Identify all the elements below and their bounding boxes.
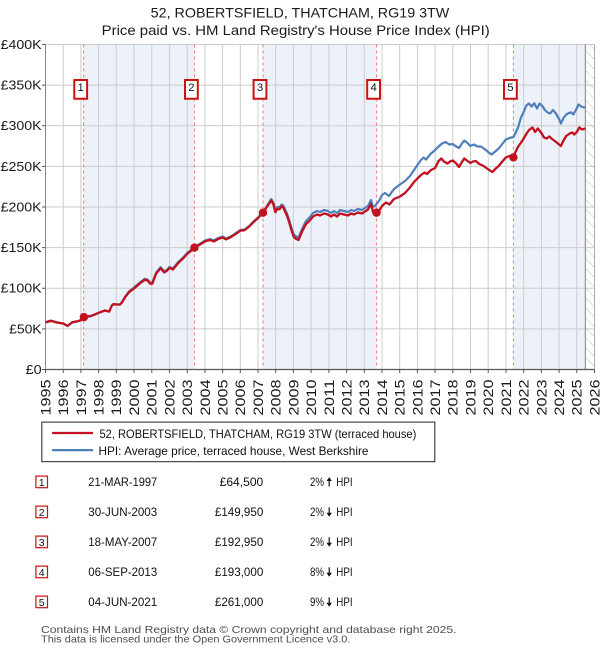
svg-text:2024: 2024 [551,379,567,415]
svg-text:2022: 2022 [516,379,532,415]
svg-text:3: 3 [39,537,45,549]
svg-text:2006: 2006 [232,379,248,415]
svg-text:HPI: HPI [336,565,352,579]
svg-text:2023: 2023 [533,379,549,415]
svg-text:18-MAY-2007: 18-MAY-2007 [88,535,157,549]
svg-text:2021: 2021 [498,379,514,415]
svg-text:1: 1 [78,82,84,94]
svg-text:2014: 2014 [374,379,390,415]
svg-text:HPI: HPI [336,505,352,519]
svg-text:£350K: £350K [1,79,43,93]
svg-text:2020: 2020 [480,379,496,415]
svg-text:2001: 2001 [144,379,160,415]
svg-text:2009: 2009 [285,379,301,415]
svg-text:5: 5 [39,597,45,609]
svg-text:2007: 2007 [250,379,266,415]
svg-text:1995: 1995 [37,379,53,415]
svg-text:2%: 2% [310,475,324,489]
svg-text:2018: 2018 [445,379,461,415]
svg-text:2017: 2017 [427,379,443,415]
svg-text:2015: 2015 [392,379,408,415]
svg-text:£193,000: £193,000 [215,565,264,579]
svg-text:HPI: Average price, terraced h: HPI: Average price, terraced house, West… [99,444,369,458]
svg-text:8%: 8% [310,565,324,579]
svg-text:06-SEP-2013: 06-SEP-2013 [88,565,157,579]
svg-text:2: 2 [188,82,194,94]
svg-text:2025: 2025 [569,379,585,415]
svg-text:2%: 2% [310,505,324,519]
svg-text:£192,950: £192,950 [215,535,264,549]
svg-text:4: 4 [39,567,45,579]
svg-text:1: 1 [39,477,45,489]
svg-text:2026: 2026 [586,379,600,415]
svg-text:£300K: £300K [1,119,43,133]
svg-text:2002: 2002 [161,379,177,415]
svg-text:2000: 2000 [126,379,142,415]
svg-text:2013: 2013 [356,379,372,415]
svg-text:5: 5 [507,82,513,94]
svg-text:52, ROBERTSFIELD, THATCHAM, RG: 52, ROBERTSFIELD, THATCHAM, RG19 3TW [151,4,450,20]
svg-text:4: 4 [370,82,376,94]
svg-text:Contains HM Land Registry data: Contains HM Land Registry data © Crown c… [41,625,457,636]
svg-text:2004: 2004 [197,379,213,415]
svg-text:1998: 1998 [90,379,106,415]
svg-text:£200K: £200K [1,200,43,214]
svg-text:2008: 2008 [268,379,284,415]
svg-text:£50K: £50K [9,322,42,336]
svg-text:21-MAR-1997: 21-MAR-1997 [88,475,157,489]
svg-text:1996: 1996 [55,379,71,415]
svg-text:2005: 2005 [215,379,231,415]
svg-text:30-JUN-2003: 30-JUN-2003 [88,505,157,519]
svg-text:£0: £0 [26,363,42,377]
svg-text:2%: 2% [310,535,324,549]
svg-text:2019: 2019 [462,379,478,415]
svg-text:04-JUN-2021: 04-JUN-2021 [88,595,157,609]
svg-text:2012: 2012 [339,379,355,415]
svg-text:£250K: £250K [1,160,43,174]
svg-text:9%: 9% [310,595,324,609]
svg-text:2010: 2010 [303,379,319,415]
svg-text:£261,000: £261,000 [215,595,264,609]
svg-text:HPI: HPI [336,535,352,549]
svg-text:HPI: HPI [336,475,352,489]
svg-text:This data is licensed under th: This data is licensed under the Open Gov… [41,635,350,646]
svg-text:£149,950: £149,950 [215,505,264,519]
svg-text:£400K: £400K [1,38,43,52]
svg-text:2003: 2003 [179,379,195,415]
svg-text:Price paid vs. HM Land Registr: Price paid vs. HM Land Registry's House … [102,22,490,38]
svg-text:3: 3 [257,82,263,94]
svg-text:2: 2 [39,507,45,519]
svg-text:£100K: £100K [1,282,43,296]
svg-text:1997: 1997 [73,379,89,415]
svg-text:1999: 1999 [108,379,124,415]
svg-text:2016: 2016 [409,379,425,415]
svg-text:52, ROBERTSFIELD, THATCHAM, RG: 52, ROBERTSFIELD, THATCHAM, RG19 3TW (te… [100,427,417,441]
svg-text:HPI: HPI [336,595,352,609]
svg-text:2011: 2011 [321,379,337,415]
svg-text:£150K: £150K [1,241,43,255]
svg-text:£64,500: £64,500 [220,475,264,489]
